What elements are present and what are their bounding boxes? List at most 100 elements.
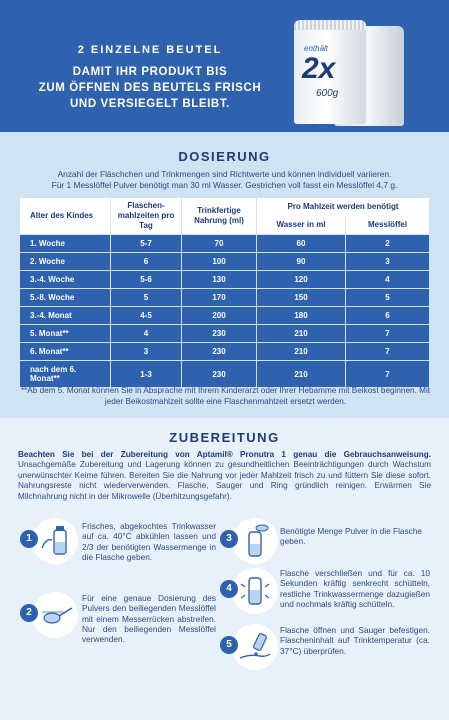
cell-ready: 100 — [181, 252, 257, 271]
cell-meals: 5-7 — [110, 234, 182, 253]
cell-age: 5.-8. Woche — [20, 288, 111, 307]
cell-meals: 5-6 — [110, 270, 182, 289]
cell-meals: 4 — [110, 324, 182, 343]
step-number: 2 — [20, 604, 38, 622]
table-row: 3.-4. Woche 5-6 130 120 4 — [20, 270, 429, 289]
table-row: 1. Woche 5-7 70 60 2 — [20, 234, 429, 253]
step-1: 1 Frisches, abgekochtes Trinkwasser auf … — [20, 518, 220, 588]
cell-spoons: 2 — [345, 234, 429, 253]
info-banner: 2 EINZELNE BEUTEL DAMIT IHR PRODUKT BIS … — [0, 0, 449, 132]
step-text: Frisches, abgekochtes Trinkwasser auf ca… — [82, 521, 216, 562]
dosierung-intro-line: Anzahl der Fläschchen und Trinkmengen si… — [57, 169, 392, 179]
cell-water: 90 — [256, 252, 346, 271]
cell-ready: 230 — [181, 324, 257, 343]
kettle-bottle-icon — [32, 518, 78, 564]
powder-bottle-icon — [232, 518, 278, 564]
cell-age: 3.-4. Woche — [20, 270, 111, 289]
table-row: nach dem 6. Monat** 1-3 230 210 7 — [20, 360, 429, 387]
cell-meals: 1-3 — [110, 360, 182, 387]
cell-spoons: 6 — [345, 306, 429, 325]
bag-weight-label: 600g — [316, 88, 339, 99]
product-bags-image: enthält 2x 600g — [288, 16, 438, 128]
header-spoons: Messlöffel — [345, 215, 429, 235]
measuring-spoon-icon — [32, 592, 78, 638]
cell-age: 1. Woche — [20, 234, 111, 253]
cell-ready: 170 — [181, 288, 257, 307]
cell-age: nach dem 6. Monat** — [20, 360, 111, 387]
header-ready: Trinkfertige Nahrung (ml) — [181, 198, 257, 235]
step-number: 1 — [20, 530, 38, 548]
cell-water: 150 — [256, 288, 346, 307]
shaking-bottle-icon — [232, 568, 278, 614]
header-meals: Flaschen-mahlzeiten pro Tag — [110, 198, 182, 235]
dosierung-intro-line: Für 1 Messlöffel Pulver benötigt man 30 … — [51, 180, 398, 190]
step-4: 4 Flasche verschließen und für ca. 10 Se… — [220, 566, 435, 624]
cell-meals: 6 — [110, 252, 182, 271]
step-text: Flasche öffnen und Sauger befestigen. Fl… — [280, 625, 430, 656]
table-row: 5.-8. Woche 5 170 150 5 — [20, 288, 429, 307]
cell-meals: 3 — [110, 342, 182, 361]
bag-contains-label: enthält — [304, 44, 329, 53]
cell-age: 2. Woche — [20, 252, 111, 271]
bag-count-label: 2x — [302, 52, 336, 85]
cell-ready: 230 — [181, 360, 257, 387]
dosierung-intro: Anzahl der Fläschchen und Trinkmengen si… — [10, 169, 439, 191]
step-number: 4 — [220, 580, 238, 598]
powder-bottle-illustration — [248, 524, 269, 557]
measuring-spoon-illustration — [42, 607, 73, 624]
table-row: 6. Monat** 3 230 210 7 — [20, 342, 429, 361]
step-text: Benötigte Menge Pulver in die Flasche ge… — [280, 526, 423, 547]
zubereitung-title: ZUBEREITUNG — [169, 430, 280, 445]
cell-water: 210 — [256, 342, 346, 361]
cell-spoons: 7 — [345, 360, 429, 387]
cell-water: 120 — [256, 270, 346, 289]
preparation-intro-bold: Beachten Sie bei der Zubereitung von Apt… — [18, 450, 431, 459]
cell-ready: 230 — [181, 342, 257, 361]
cell-spoons: 5 — [345, 288, 429, 307]
step-number: 3 — [220, 530, 238, 548]
step-3: 3 Benötigte Menge Pulver in die Flasche … — [220, 518, 435, 568]
temperature-check-icon — [232, 624, 278, 670]
cell-age: 5. Monat** — [20, 324, 111, 343]
cell-water: 60 — [256, 234, 346, 253]
cell-meals: 5 — [110, 288, 182, 307]
dosierung-title: DOSIERUNG — [178, 149, 271, 164]
cell-meals: 4-5 — [110, 306, 182, 325]
kettle-bottle-illustration — [41, 526, 67, 555]
step-5: 5 Flasche öffnen und Sauger befestigen. … — [220, 622, 435, 680]
cell-water: 210 — [256, 324, 346, 343]
temperature-check-illustration — [239, 633, 271, 659]
bag-seal — [294, 20, 366, 30]
dosage-table: Alter des Kindes Flaschen-mahlzeiten pro… — [20, 198, 429, 387]
step-number: 5 — [220, 636, 238, 654]
shaking-bottle-illustration — [240, 577, 270, 605]
cell-spoons: 3 — [345, 252, 429, 271]
cell-ready: 200 — [181, 306, 257, 325]
cell-age: 3.-4. Monat — [20, 306, 111, 325]
banner-subtitle: DAMIT IHR PRODUKT BIS ZUM ÖFFNEN DES BEU… — [0, 64, 300, 112]
banner-subtitle-line: UND VERSIEGELT BLEIBT. — [70, 98, 230, 110]
step-2: 2 Für eine genaue Dosierung des Pulvers … — [20, 590, 220, 670]
banner-subtitle-line: DAMIT IHR PRODUKT BIS — [72, 66, 228, 78]
cell-age: 6. Monat** — [20, 342, 111, 361]
step-text: Flasche verschließen und für ca. 10 Seku… — [280, 568, 430, 609]
bag-front: enthält 2x 600g — [294, 20, 366, 124]
cell-water: 210 — [256, 360, 346, 387]
preparation-intro-text: Unsachgemäße Zubereitung und Lagerung kö… — [18, 460, 431, 501]
banner-title: 2 EINZELNE BEUTEL — [77, 44, 223, 56]
table-row: 5. Monat** 4 230 210 7 — [20, 324, 429, 343]
step-text: Für eine genaue Dosierung des Pulvers de… — [82, 593, 216, 645]
cell-ready: 130 — [181, 270, 257, 289]
cell-water: 180 — [256, 306, 346, 325]
dosage-footnote: **Ab dem 5. Monat können Sie in Absprach… — [20, 386, 431, 406]
cell-spoons: 4 — [345, 270, 429, 289]
header-per-meal: Pro Mahlzeit werden benötigt — [256, 198, 429, 216]
header-water: Wasser in ml — [256, 215, 346, 235]
preparation-intro: Beachten Sie bei der Zubereitung von Apt… — [18, 450, 431, 502]
preparation-section — [0, 418, 449, 720]
header-age: Alter des Kindes — [20, 198, 111, 235]
cell-spoons: 7 — [345, 342, 429, 361]
banner-subtitle-line: ZUM ÖFFNEN DES BEUTELS FRISCH — [38, 82, 262, 94]
table-row: 3.-4. Monat 4-5 200 180 6 — [20, 306, 429, 325]
cell-spoons: 7 — [345, 324, 429, 343]
